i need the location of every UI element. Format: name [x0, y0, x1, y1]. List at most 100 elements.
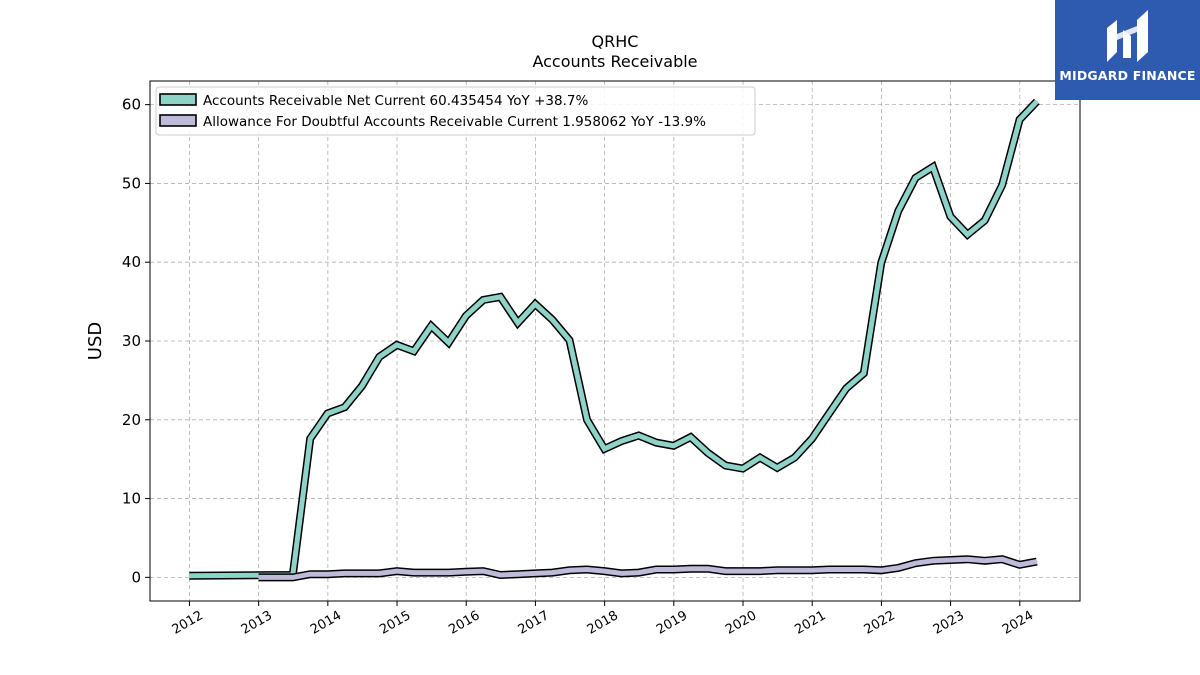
series-1-point — [396, 344, 398, 346]
series-1-point — [897, 210, 900, 212]
series-1-point — [707, 452, 709, 454]
x-tick-label: 2019 — [654, 608, 690, 638]
series-2-point — [447, 571, 450, 574]
chart-title: QRHC — [592, 32, 639, 51]
y-axis-label: USD — [85, 322, 106, 360]
y-tick-label: 10 — [122, 490, 141, 508]
series-1-point — [949, 215, 952, 218]
series-2-point — [932, 560, 934, 562]
series-1-point — [759, 456, 761, 459]
series-2-point — [966, 558, 969, 560]
series-2-point — [378, 572, 381, 575]
chart-subtitle: Accounts Receivable — [532, 52, 697, 71]
series-2-point — [482, 570, 485, 572]
x-tick-label: 2014 — [308, 608, 344, 638]
brand-mark-icon — [1107, 10, 1148, 62]
series-2-point — [793, 569, 796, 572]
series-2-point — [707, 567, 709, 570]
series-1-point — [343, 406, 346, 409]
series-2-point — [897, 567, 900, 569]
series-1-point — [499, 296, 502, 298]
series-2-point — [742, 570, 744, 572]
y-tick-label: 60 — [122, 96, 141, 114]
series-1-point — [776, 467, 778, 469]
series-1-point — [724, 464, 727, 467]
series-2-point — [863, 568, 865, 571]
x-tick-label: 2024 — [1000, 608, 1036, 638]
series-2-point — [413, 571, 415, 574]
series-2-point — [724, 570, 727, 572]
legend-label-2: Allowance For Doubtful Accounts Receivab… — [203, 114, 706, 130]
series-1-point — [551, 318, 554, 321]
series-1-point — [447, 341, 450, 344]
series-1-point — [188, 575, 191, 577]
series-1-point — [689, 436, 692, 438]
series-1-point — [1036, 100, 1038, 103]
series-1-point — [430, 325, 433, 327]
series-1-point — [828, 412, 830, 415]
x-tick-label: 2018 — [585, 608, 621, 638]
series-2-point — [465, 571, 467, 573]
series-1-point — [1001, 184, 1003, 186]
series-1-point — [914, 177, 917, 179]
series-1-point — [482, 299, 485, 301]
series-2-point — [637, 571, 640, 574]
series-1-point — [983, 219, 986, 222]
series-2-point — [326, 573, 329, 575]
y-tick-label: 40 — [122, 253, 141, 271]
series-2-point — [534, 572, 536, 575]
x-tick-label: 2016 — [446, 608, 482, 638]
x-tick-label: 2022 — [862, 608, 898, 638]
x-tick-label: 2020 — [723, 608, 759, 638]
y-tick-label: 50 — [122, 174, 141, 192]
x-tick-label: 2021 — [792, 608, 828, 638]
series-1-point — [361, 385, 363, 387]
series-2-point — [759, 570, 761, 572]
series-2-point — [257, 576, 260, 579]
series-1-point — [534, 303, 536, 305]
series-1-point — [811, 437, 813, 440]
series-1-point — [465, 315, 467, 317]
series-layer — [188, 98, 1040, 582]
series-2-point — [586, 568, 588, 571]
series-2-point — [309, 573, 312, 575]
series-2-point — [620, 572, 623, 575]
series-2-point — [430, 571, 433, 574]
series-1-point — [326, 412, 329, 415]
series-2-point — [914, 562, 917, 564]
series-1-point — [672, 445, 675, 447]
series-2-point — [568, 569, 571, 572]
series-1-point — [966, 233, 969, 236]
series-2-point — [292, 576, 294, 579]
series-2-point — [776, 569, 778, 572]
series-2-point — [499, 574, 502, 576]
series-1-point — [378, 356, 381, 358]
series-1-point — [637, 434, 640, 437]
series-2-point — [811, 569, 813, 572]
series-2-point — [828, 568, 830, 571]
series-2-point — [672, 568, 675, 571]
series-1-point — [880, 262, 882, 264]
series-2-point — [343, 572, 346, 575]
legend-box — [155, 86, 756, 136]
series-1-outline — [189, 98, 1040, 580]
series-1-point — [568, 339, 571, 342]
series-1-point — [603, 448, 606, 450]
series-1-point — [620, 440, 623, 442]
series-2-point — [1036, 560, 1038, 563]
series-2-point — [845, 568, 848, 571]
legend-label-1: Accounts Receivable Net Current 60.43545… — [203, 93, 588, 109]
series-2-point — [551, 571, 554, 574]
grid — [150, 81, 1080, 601]
series-2-point — [603, 570, 606, 572]
legend-swatch-2 — [159, 114, 197, 127]
series-1-point — [586, 419, 588, 421]
series-1-point — [742, 467, 744, 470]
series-1-point — [932, 166, 934, 168]
series-2-point — [517, 573, 519, 575]
series-1-point — [863, 372, 865, 375]
series-1-point — [309, 437, 312, 440]
series-2-point — [880, 569, 882, 572]
x-tick-label: 2017 — [516, 608, 552, 638]
